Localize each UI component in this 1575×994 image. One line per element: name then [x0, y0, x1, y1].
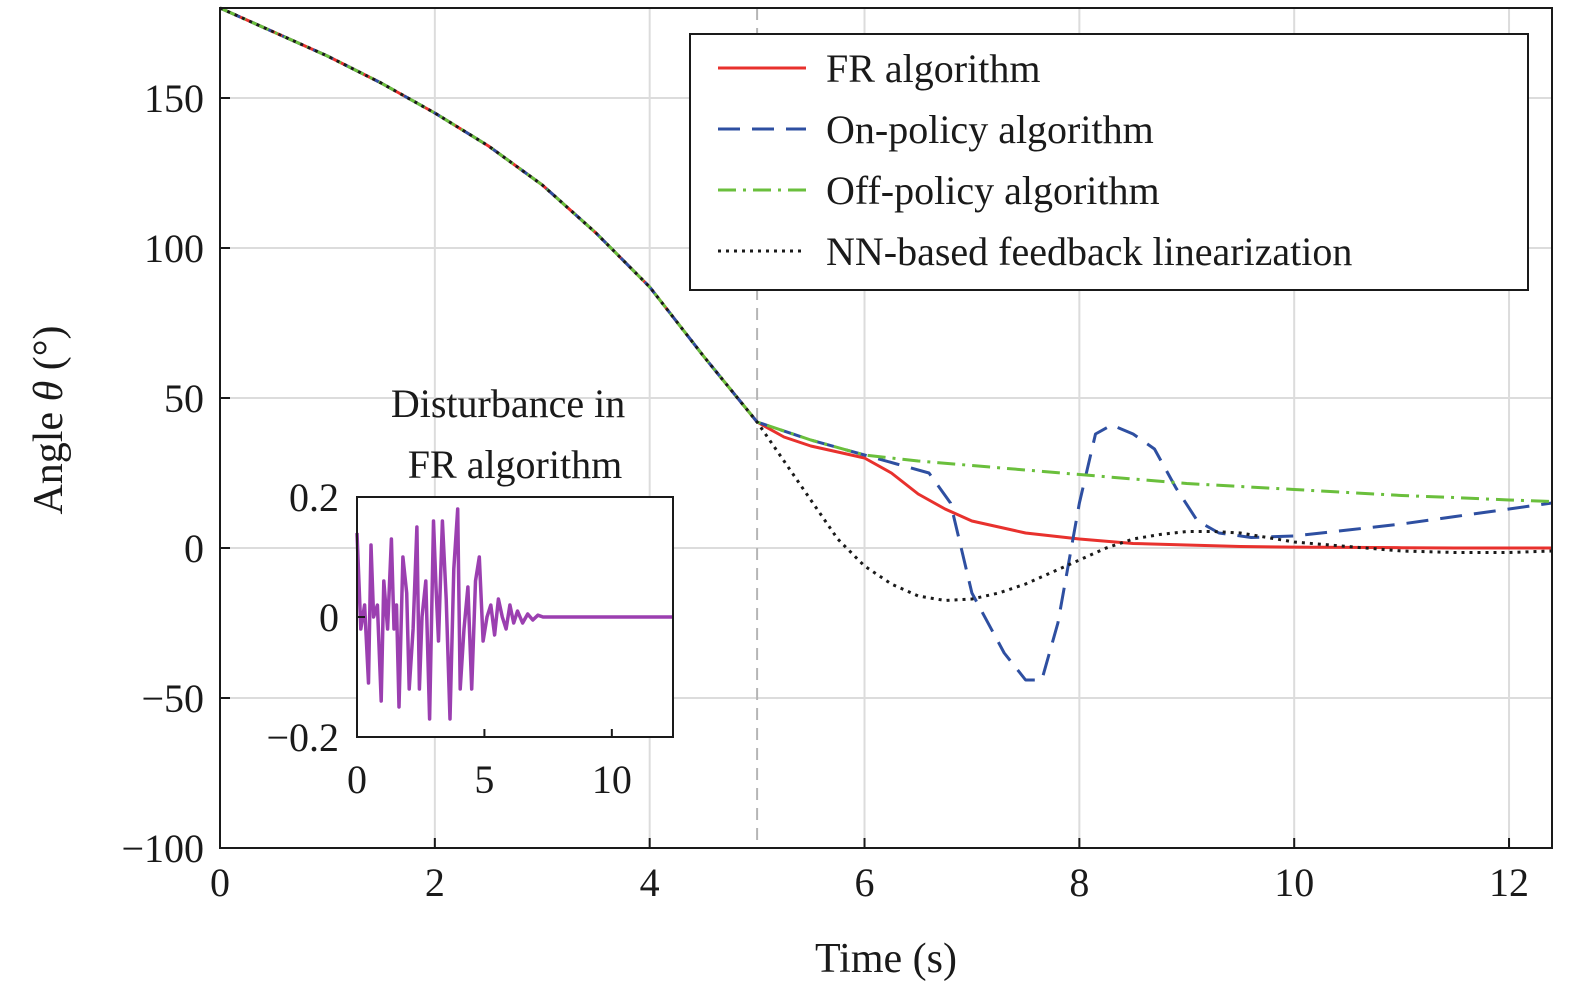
y-axis-title-suffix: (°)	[26, 325, 72, 380]
x-axis-title: Time (s)	[815, 936, 957, 982]
inset-x-tick-label: 0	[347, 757, 367, 802]
legend-label-4: NN-based feedback linearization	[826, 229, 1352, 274]
x-tick-label: 6	[855, 860, 875, 905]
y-tick-label: −100	[121, 826, 204, 871]
inset-series-line	[355, 507, 673, 721]
x-tick-label: 0	[210, 860, 230, 905]
y-axis-title-symbol: θ	[26, 381, 72, 402]
legend-label-3: Off-policy algorithm	[826, 168, 1160, 213]
main-ticks	[219, 97, 1511, 849]
inset-x-tick-label: 10	[592, 757, 632, 802]
legend-label-2: On-policy algorithm	[826, 107, 1154, 152]
inset-series-group	[355, 507, 673, 721]
y-tick-label: 150	[144, 76, 204, 121]
inset-y-tick-label: 0	[319, 595, 339, 640]
y-tick-label: −50	[141, 676, 204, 721]
inset-y-tick-label: −0.2	[266, 715, 339, 760]
legend-items: FR algorithm On-policy algorithm Off-polic…	[718, 46, 1352, 274]
inset-y-tick-label: 0.2	[289, 475, 339, 520]
x-tick-label: 10	[1274, 860, 1314, 905]
inset-tick-labels: 0 5 10−0.200.2	[266, 475, 631, 802]
y-axis-title-prefix: Angle	[26, 401, 72, 514]
x-tick-label: 2	[425, 860, 445, 905]
inset-title-line-2: FR algorithm	[408, 442, 622, 487]
series-line-4	[219, 6, 1553, 602]
main-series-group	[219, 6, 1553, 682]
y-tick-label: 100	[144, 226, 204, 271]
x-tick-label: 8	[1069, 860, 1089, 905]
inset-title-line-1: Disturbance in	[391, 381, 625, 426]
inset-ticks	[356, 496, 613, 738]
x-tick-label: 4	[640, 860, 660, 905]
x-tick-label: 12	[1489, 860, 1529, 905]
main-plot-frame	[219, 7, 1553, 849]
legend: FR algorithm On-policy algorithm Off-polic…	[689, 33, 1529, 291]
inset-chart: Disturbance in FR algorithm 0 5 10−0.200.2	[266, 381, 674, 802]
legend-label-1: FR algorithm	[826, 46, 1040, 91]
inset-x-tick-label: 5	[474, 757, 494, 802]
y-axis-title: Angle θ (°)	[26, 325, 72, 514]
y-tick-label: 0	[184, 526, 204, 571]
legend-box	[689, 33, 1529, 291]
y-tick-label: 50	[164, 376, 204, 421]
